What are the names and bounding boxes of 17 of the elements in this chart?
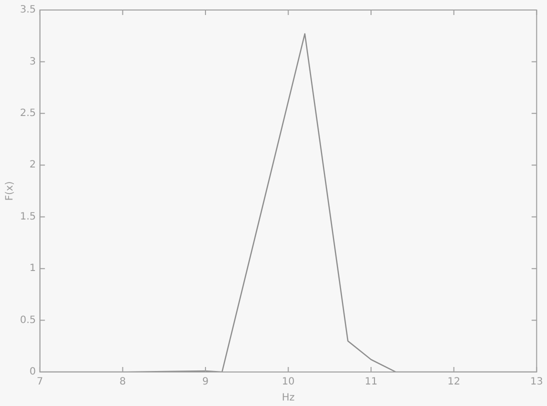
- x-tick-label: 9: [202, 376, 209, 388]
- x-tick-label: 10: [282, 376, 295, 388]
- y-tick-label: 3.5: [20, 4, 36, 16]
- x-tick-label: 8: [120, 376, 126, 388]
- y-tick-label: 1: [30, 263, 36, 274]
- y-tick-label: 2: [30, 160, 36, 171]
- y-tick-label: 0: [30, 366, 36, 378]
- y-tick-label: 3: [30, 56, 36, 68]
- x-axis-title: Hz: [282, 392, 295, 404]
- x-tick-label: 7: [36, 376, 44, 388]
- x-tick-label: 13: [530, 376, 544, 388]
- x-tick-label: 11: [364, 376, 378, 388]
- y-tick-label: 1.5: [20, 211, 36, 222]
- y-tick-label: 2.5: [20, 108, 36, 120]
- y-tick-label: 0.5: [20, 314, 36, 326]
- x-tick-label: 12: [447, 376, 460, 388]
- y-axis-title: F(x): [4, 181, 16, 201]
